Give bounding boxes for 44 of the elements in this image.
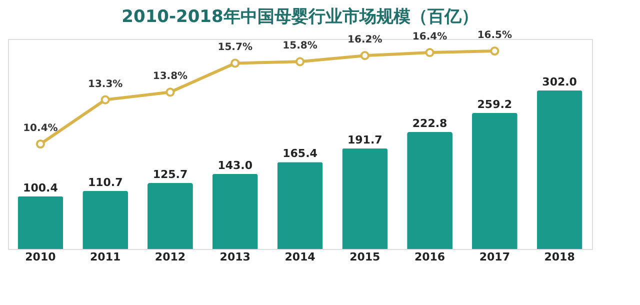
bar [472, 112, 518, 249]
data-label: 110.7 [88, 176, 123, 189]
data-label: 13.3% [88, 78, 123, 90]
point [295, 57, 305, 66]
data-label: 15.8% [282, 40, 318, 52]
point [166, 88, 175, 97]
data-label: 15.7% [218, 42, 252, 54]
x-tick-label: 2018 [544, 250, 575, 264]
data-label: 259.2 [477, 98, 512, 111]
data-label: 143.0 [218, 158, 253, 172]
x-tick-label: 2014 [284, 250, 316, 264]
bar [18, 196, 64, 249]
data-label: 165.4 [282, 147, 318, 160]
bar [82, 190, 128, 249]
x-tick-label: 2013 [220, 250, 250, 264]
x-tick-label: 2017 [479, 250, 510, 264]
point [230, 58, 240, 68]
data-label: 16.2% [348, 34, 382, 46]
x-tick-label: 2016 [414, 250, 446, 264]
bar [212, 174, 258, 249]
data-label: 10.4% [23, 123, 58, 134]
data-label: 125.7 [152, 168, 188, 182]
data-label: 13.8% [152, 71, 188, 82]
point [36, 139, 45, 149]
x-tick-label: 2010 [25, 250, 56, 264]
chart-title: 2010-2018年中国母婴行业市场规模（百亿） [122, 7, 478, 27]
data-label: 222.8 [412, 117, 448, 130]
bar [342, 148, 388, 249]
x-tick-label: 2012 [154, 250, 186, 264]
point [425, 48, 434, 58]
data-label: 100.4 [23, 181, 58, 194]
bar [536, 90, 582, 249]
point [360, 51, 370, 60]
data-label: 302.0 [542, 75, 578, 88]
point [100, 95, 110, 104]
data-label: 16.5% [477, 30, 512, 41]
x-tick-label: 2011 [90, 250, 121, 264]
x-tick-label: 2015 [350, 250, 380, 264]
data-label: 191.7 [347, 133, 382, 146]
point [490, 46, 500, 56]
data-label: 16.4% [412, 32, 448, 43]
bar [148, 183, 193, 249]
bar [407, 132, 452, 249]
bar [277, 162, 323, 249]
